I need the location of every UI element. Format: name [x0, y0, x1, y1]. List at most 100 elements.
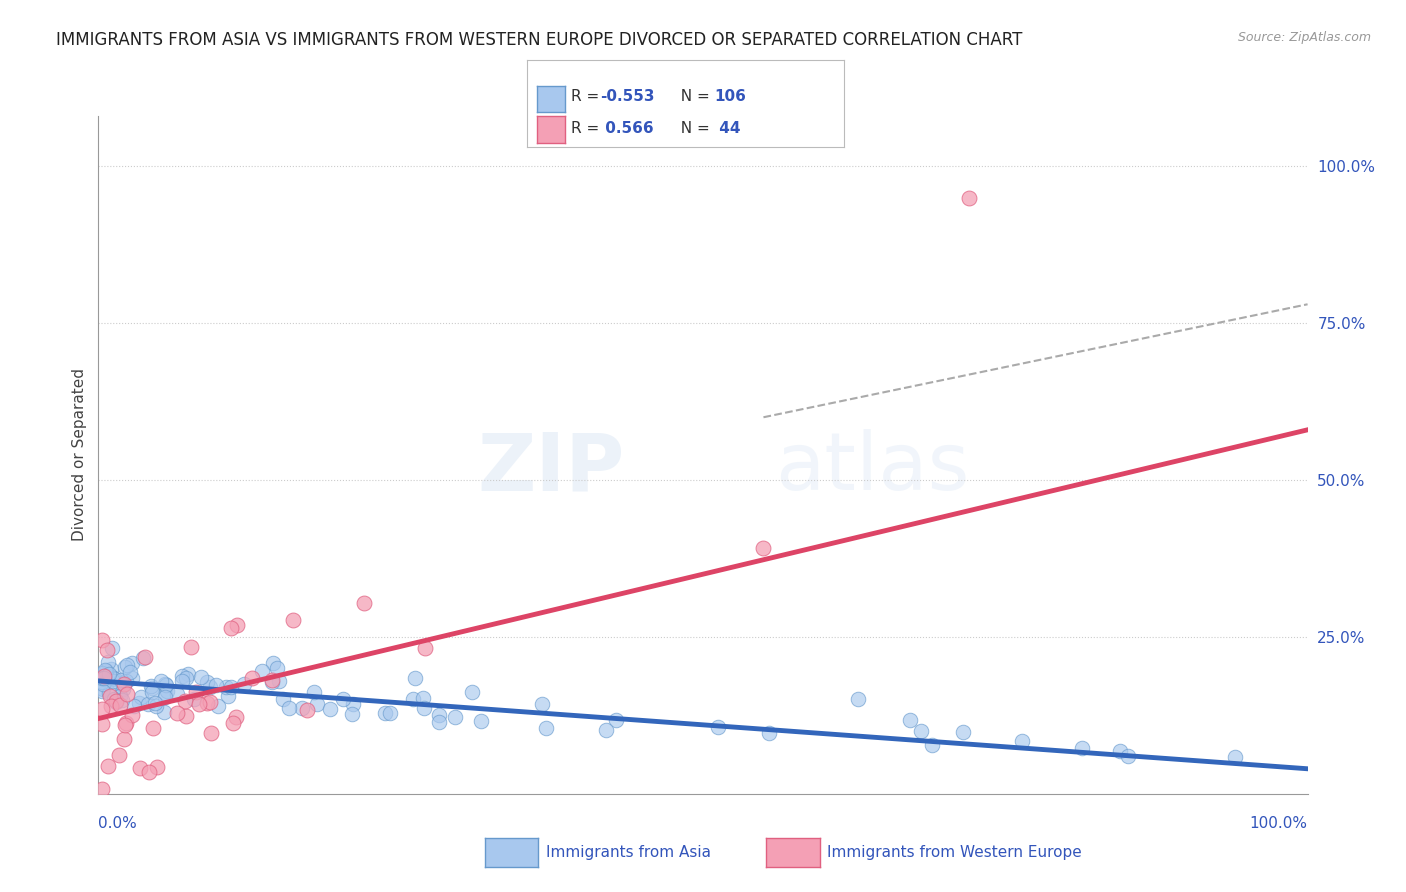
Text: R =: R = [571, 89, 605, 103]
Point [98, 667, 121, 681]
Point [225, 617, 247, 632]
Point [100, 699, 122, 714]
Point [153, 690, 176, 704]
Text: Source: ZipAtlas.com: Source: ZipAtlas.com [1237, 31, 1371, 45]
Point [402, 692, 425, 706]
Point [470, 714, 492, 728]
Point [97, 655, 120, 669]
Point [250, 665, 273, 679]
Point [427, 708, 450, 723]
Text: 106: 106 [714, 89, 747, 103]
Point [156, 683, 179, 698]
Point [205, 678, 228, 692]
Point [952, 725, 974, 739]
Point [100, 670, 122, 684]
Point [93, 671, 115, 685]
Point [128, 697, 150, 711]
Point [215, 680, 238, 694]
Point [114, 718, 136, 732]
Point [121, 656, 143, 670]
Point [103, 672, 125, 686]
Point [340, 706, 363, 721]
Point [120, 665, 142, 680]
Point [142, 721, 165, 735]
Point [427, 714, 450, 729]
Point [101, 640, 124, 655]
Text: IMMIGRANTS FROM ASIA VS IMMIGRANTS FROM WESTERN EUROPE DIVORCED OR SEPARATED COR: IMMIGRANTS FROM ASIA VS IMMIGRANTS FROM … [56, 31, 1022, 49]
Point [195, 696, 218, 710]
Point [461, 685, 484, 699]
Point [267, 673, 290, 688]
Point [412, 701, 434, 715]
Point [898, 713, 921, 727]
Point [114, 660, 136, 674]
Point [111, 692, 134, 706]
Point [174, 694, 197, 708]
Point [152, 705, 174, 719]
Point [141, 681, 163, 695]
Point [139, 679, 162, 693]
Point [184, 685, 207, 699]
Point [103, 673, 125, 688]
Point [91, 666, 114, 681]
Point [166, 688, 188, 702]
Point [91, 633, 114, 648]
Point [374, 706, 396, 720]
Point [225, 709, 247, 723]
Point [112, 676, 135, 690]
Point [1011, 734, 1033, 748]
Point [378, 706, 401, 720]
Point [174, 671, 197, 685]
Point [291, 701, 314, 715]
Point [190, 670, 212, 684]
Point [98, 686, 121, 700]
Y-axis label: Divorced or Separated: Divorced or Separated [72, 368, 87, 541]
Point [104, 694, 127, 708]
Text: R =: R = [571, 121, 605, 136]
Point [198, 680, 221, 694]
Point [412, 690, 434, 705]
Text: 0.566: 0.566 [600, 121, 654, 136]
Point [91, 674, 114, 689]
Point [149, 674, 172, 689]
Point [302, 685, 325, 699]
Point [921, 738, 943, 752]
Point [104, 695, 127, 709]
Point [138, 765, 160, 780]
Point [277, 701, 299, 715]
Point [530, 698, 553, 712]
Point [706, 720, 728, 734]
Point [404, 671, 426, 685]
Point [110, 673, 132, 687]
Point [605, 713, 627, 727]
Point [96, 643, 118, 657]
Text: atlas: atlas [776, 429, 970, 508]
Point [112, 731, 135, 746]
Point [217, 689, 239, 703]
Point [1116, 748, 1139, 763]
Point [91, 671, 114, 685]
Point [103, 692, 125, 706]
Point [295, 702, 318, 716]
Point [141, 684, 163, 698]
Point [219, 681, 242, 695]
Point [1108, 744, 1130, 758]
Point [595, 723, 617, 737]
Point [195, 675, 218, 690]
Point [146, 760, 169, 774]
Point [174, 709, 197, 723]
Point [413, 640, 436, 655]
Point [1071, 740, 1094, 755]
Point [91, 717, 114, 731]
Point [353, 596, 375, 610]
Point [121, 671, 143, 685]
Point [153, 685, 176, 699]
Point [219, 621, 242, 635]
Text: Immigrants from Western Europe: Immigrants from Western Europe [827, 846, 1081, 860]
Point [112, 681, 135, 696]
Text: -0.553: -0.553 [600, 89, 655, 103]
Point [443, 709, 465, 723]
Point [101, 671, 124, 685]
Point [93, 669, 115, 683]
Text: N =: N = [671, 89, 714, 103]
